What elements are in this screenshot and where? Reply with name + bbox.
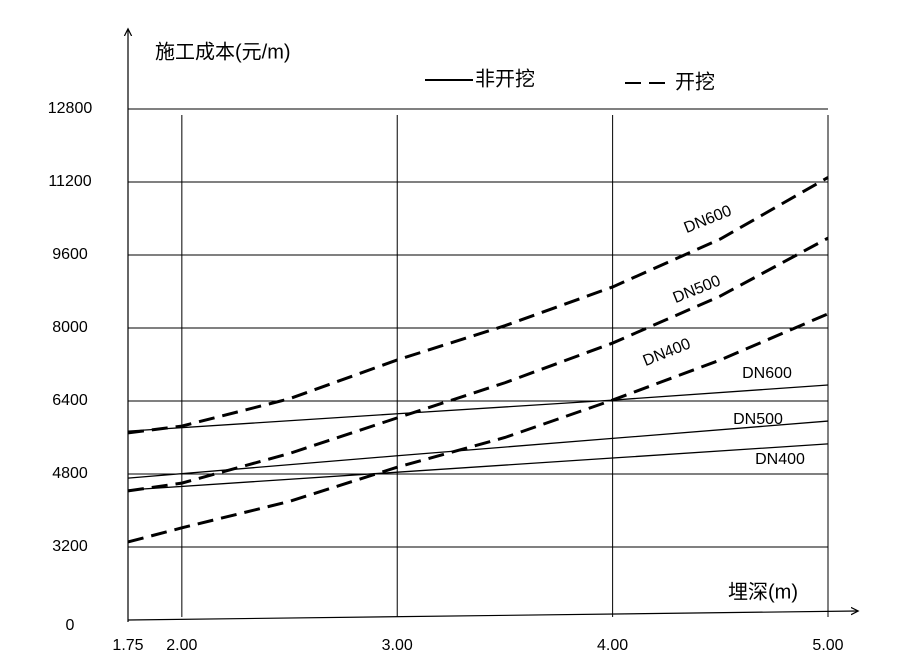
series-label: DN500 — [671, 272, 724, 306]
series-line — [127, 384, 829, 432]
x-tick-label: 2.00 — [166, 637, 197, 654]
x-tick-label: 4.00 — [597, 637, 628, 654]
y-tick-label: 11200 — [48, 173, 91, 190]
legend-label: 非开挖 — [475, 67, 535, 90]
y-axis-title: 施工成本(元/m) — [155, 40, 291, 63]
series-label: DN600 — [682, 202, 735, 236]
y-tick-label: 6400 — [52, 392, 88, 409]
x-axis — [127, 611, 857, 621]
x-tick-label: 5.00 — [812, 637, 843, 654]
series-label: DN400 — [641, 335, 694, 369]
x-tick-label: 3.00 — [382, 637, 413, 654]
series-label: DN600 — [742, 365, 792, 382]
x-tick-label: 1.75 — [112, 637, 143, 654]
series-line — [127, 420, 829, 479]
legend-label: 开挖 — [675, 70, 715, 93]
series-line — [127, 443, 829, 491]
series-line — [127, 176, 829, 435]
y-tick-label: 12800 — [48, 100, 93, 117]
series-label: DN400 — [755, 451, 805, 468]
y-tick-label: 4800 — [52, 465, 88, 482]
series-line — [127, 236, 829, 493]
y-tick-label: 3200 — [52, 538, 88, 555]
series-line — [127, 312, 829, 544]
y-tick-label: 9600 — [52, 246, 88, 263]
series-label: DN500 — [733, 411, 783, 428]
x-axis-title: 埋深(m) — [728, 580, 798, 603]
y-tick-label: 8000 — [52, 319, 88, 336]
y-tick-label: 0 — [66, 617, 75, 634]
